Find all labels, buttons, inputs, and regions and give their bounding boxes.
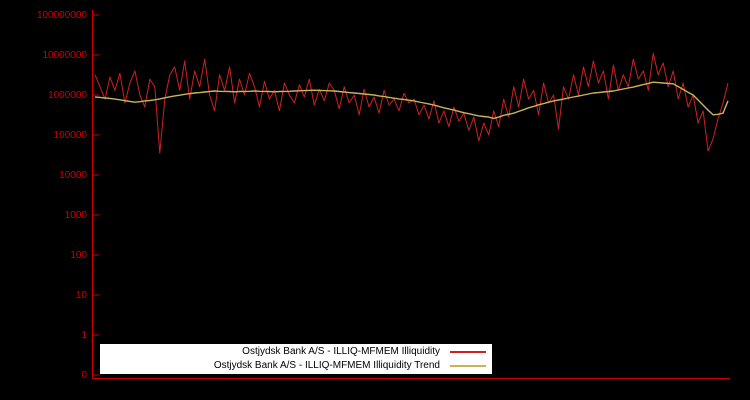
legend-item-illiquidity: Ostjydsk Bank A/S - ILLIQ-MFMEM Illiquid… — [100, 346, 492, 359]
legend-item-trend: Ostjydsk Bank A/S - ILLIQ-MFMEM Illiquid… — [100, 360, 492, 373]
legend-box: Ostjydsk Bank A/S - ILLIQ-MFMEM Illiquid… — [100, 344, 492, 374]
legend-label-illiquidity: Ostjydsk Bank A/S - ILLIQ-MFMEM Illiquid… — [242, 346, 440, 357]
legend-label-trend: Ostjydsk Bank A/S - ILLIQ-MFMEM Illiquid… — [213, 360, 440, 371]
legend-line-sample-illiquidity — [450, 351, 486, 353]
legend-line-sample-trend — [450, 365, 486, 367]
series-line-trend — [94, 81, 729, 120]
series-line-illiquidity — [94, 52, 729, 154]
